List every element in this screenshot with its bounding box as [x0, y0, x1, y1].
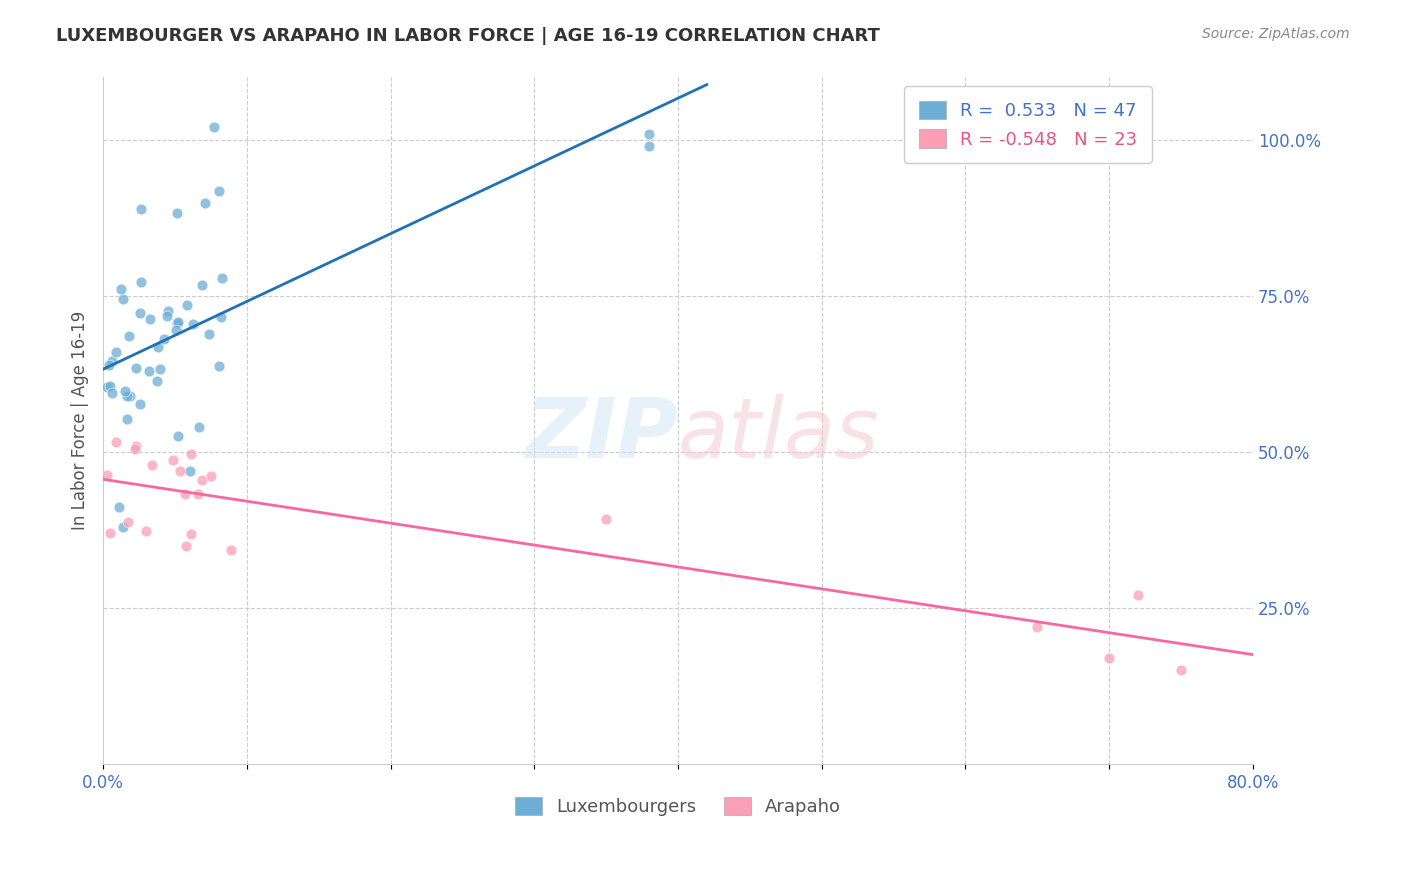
- Point: [129, 275, 152, 289]
- Point: [117, 515, 139, 529]
- Point: [96, 467, 118, 482]
- Point: [139, 311, 162, 326]
- Point: [1098, 650, 1121, 665]
- Text: LUXEMBOURGER VS ARAPAHO IN LABOR FORCE | AGE 16-19 CORRELATION CHART: LUXEMBOURGER VS ARAPAHO IN LABOR FORCE |…: [56, 27, 880, 45]
- Point: [98, 379, 121, 393]
- Y-axis label: In Labor Force | Age 16-19: In Labor Force | Age 16-19: [72, 311, 89, 530]
- Point: [115, 412, 138, 426]
- Point: [191, 473, 214, 487]
- Point: [166, 206, 188, 220]
- Point: [128, 306, 150, 320]
- Point: [191, 278, 214, 293]
- Point: [105, 344, 128, 359]
- Point: [156, 303, 179, 318]
- Point: [165, 323, 187, 337]
- Point: [156, 310, 179, 324]
- Text: ZIP: ZIP: [526, 394, 678, 475]
- Point: [110, 282, 132, 296]
- Point: [105, 435, 128, 450]
- Point: [198, 327, 221, 342]
- Point: [208, 184, 231, 198]
- Point: [115, 389, 138, 403]
- Point: [638, 139, 661, 153]
- Point: [153, 332, 176, 346]
- Point: [219, 543, 242, 558]
- Point: [209, 310, 232, 324]
- Text: atlas: atlas: [678, 394, 880, 475]
- Point: [176, 298, 198, 312]
- Point: [149, 362, 172, 376]
- Point: [124, 442, 146, 456]
- Point: [211, 271, 233, 285]
- Point: [145, 375, 167, 389]
- Point: [96, 379, 118, 393]
- Point: [124, 439, 146, 453]
- Point: [208, 359, 231, 373]
- Point: [98, 526, 121, 541]
- Point: [166, 316, 188, 330]
- Point: [187, 487, 209, 501]
- Point: [188, 420, 211, 434]
- Point: [141, 458, 163, 472]
- Point: [112, 519, 135, 533]
- Point: [179, 465, 201, 479]
- Point: [125, 361, 148, 376]
- Point: [146, 340, 169, 354]
- Point: [174, 487, 197, 501]
- Point: [108, 500, 131, 514]
- Point: [595, 512, 617, 526]
- Legend: Luxembourgers, Arapaho: Luxembourgers, Arapaho: [508, 789, 848, 823]
- Point: [131, 202, 153, 217]
- Point: [181, 317, 204, 331]
- Point: [118, 328, 141, 343]
- Point: [638, 127, 661, 141]
- Point: [114, 384, 136, 399]
- Point: [1170, 663, 1192, 677]
- Text: Source: ZipAtlas.com: Source: ZipAtlas.com: [1202, 27, 1350, 41]
- Point: [167, 315, 190, 329]
- Point: [1026, 619, 1049, 633]
- Point: [120, 389, 142, 403]
- Point: [169, 464, 191, 478]
- Point: [200, 469, 222, 483]
- Point: [162, 452, 184, 467]
- Point: [135, 524, 157, 539]
- Point: [101, 385, 124, 400]
- Point: [138, 364, 160, 378]
- Point: [97, 358, 120, 372]
- Point: [202, 120, 225, 135]
- Point: [180, 526, 202, 541]
- Point: [100, 354, 122, 368]
- Point: [128, 397, 150, 411]
- Point: [1126, 588, 1149, 602]
- Point: [174, 539, 197, 553]
- Point: [167, 428, 190, 442]
- Point: [194, 196, 217, 211]
- Point: [180, 447, 202, 461]
- Point: [112, 292, 135, 306]
